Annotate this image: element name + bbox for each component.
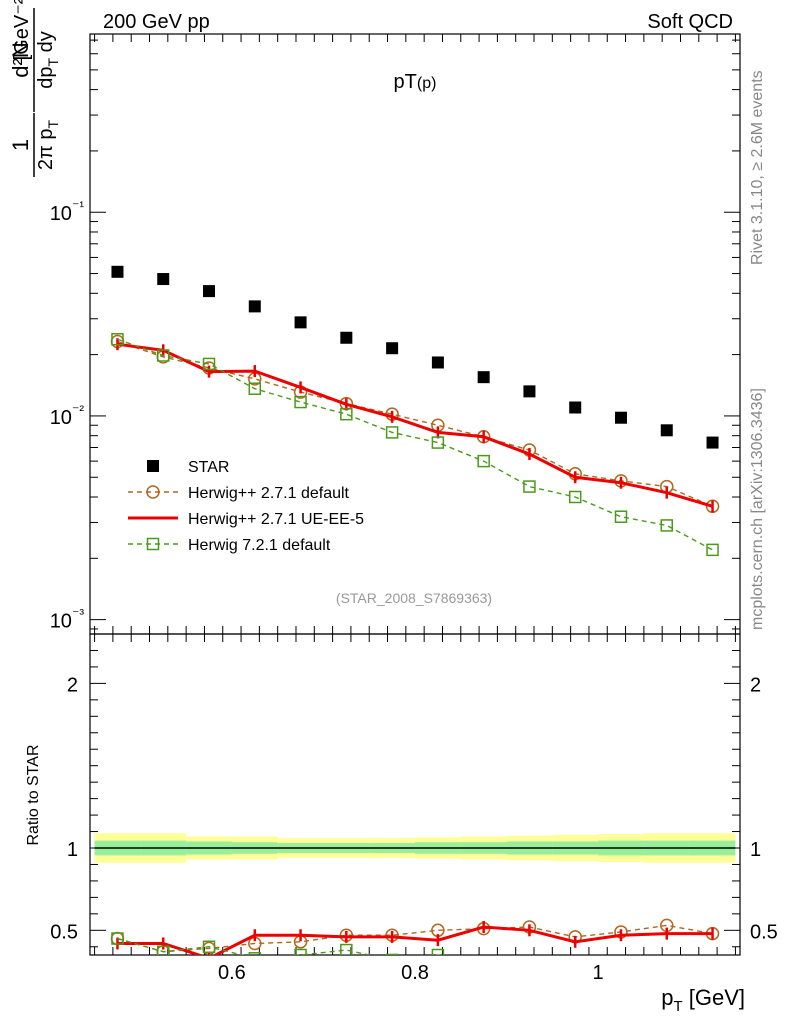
data-point [706, 436, 719, 449]
series-line [117, 338, 713, 551]
legend-item-herwig-2-7-1-default: Herwig++ 2.7.1 default [128, 485, 350, 502]
data-point [385, 426, 399, 439]
series-line [117, 924, 713, 953]
y-tick-label: 10⁻³ [50, 606, 85, 633]
header-right: Soft QCD [647, 11, 733, 33]
y-label-twopi: 2π pT [35, 119, 61, 170]
legend-label: Herwig++ 2.7.1 UE-EE-5 [188, 511, 364, 528]
data-point [157, 273, 170, 286]
ratio-y-tick-label: 0.5 [50, 921, 78, 943]
data-point [340, 331, 353, 344]
data-point [156, 349, 170, 362]
data-point [660, 424, 673, 437]
data-point [431, 436, 445, 449]
data-point [523, 385, 536, 398]
series-herwig-7-2-1-default [111, 332, 719, 557]
data-point [340, 407, 353, 421]
ratio-y-tick-label-right: 1 [750, 839, 761, 861]
data-point [524, 958, 535, 969]
data-point [707, 958, 718, 969]
data-point [615, 958, 626, 969]
legend-item-star: STAR [147, 459, 229, 476]
series-line [117, 925, 713, 955]
data-point [660, 519, 674, 532]
data-point [477, 371, 490, 384]
ratio-y-tick-label-right: 2 [750, 674, 761, 696]
data-point [111, 932, 124, 945]
data-point [568, 490, 582, 504]
series-line [117, 342, 713, 508]
rivet-label: Rivet 3.1.10, ≥ 2.6M events [749, 70, 766, 265]
x-tick-label: 0.8 [401, 962, 429, 984]
y-tick-label: 10⁻¹ [50, 198, 85, 225]
legend-marker [146, 537, 160, 551]
data-point [111, 332, 124, 346]
x-axis-label: pT [GeV] [661, 985, 745, 1015]
x-ticks: 0.6 0.8 1 [94, 34, 736, 984]
data-point [248, 952, 262, 955]
data-point [156, 945, 170, 955]
legend-marker [147, 460, 159, 472]
ratio-y-tick-label-right: 0.5 [750, 921, 778, 943]
data-point [614, 411, 627, 424]
plot-title: pT(p) [394, 71, 437, 93]
data-point [294, 395, 307, 409]
series-herwig-7-2-1-default [111, 932, 718, 969]
y-axis-label-frac: d²N dpT dy [8, 8, 61, 112]
data-point [294, 948, 307, 955]
data-point [706, 543, 719, 557]
series-herwig-2-7-1-ue-ee-5 [116, 921, 714, 955]
ratio-panel: 0.6 0.8 1 0.5 0.5 1 1 2 2 [50, 34, 778, 984]
ratio-y-ticks: 0.5 0.5 1 1 2 2 [50, 649, 778, 948]
legend: STAR Herwig++ 2.7.1 default Herwig++ 2.7.1… [128, 459, 364, 554]
legend-item-herwig-7-2-1-default: Herwig 7.2.1 default [128, 537, 331, 554]
data-point [111, 265, 124, 278]
x-tick-label: 1 [593, 962, 604, 984]
ratio-frame [89, 633, 741, 956]
y-tick-label: 10⁻² [50, 402, 85, 429]
data-point [203, 285, 216, 298]
data-point [202, 357, 216, 371]
data-point [431, 356, 444, 369]
data-point [569, 401, 582, 414]
y-label-unit: [GeV⁻²] [11, 0, 33, 60]
mcplots-label: mcplots.cern.ch [arXiv:1306.3436] [749, 388, 766, 630]
legend-label: Herwig++ 2.7.1 default [188, 485, 350, 502]
y-axis-label: 1 2π pT [8, 113, 61, 177]
y-label-one: 1 [8, 139, 33, 151]
series-line [117, 340, 713, 507]
data-point [248, 300, 261, 313]
data-point [202, 940, 216, 954]
data-point [477, 454, 490, 468]
y-label-den: dpT dy [35, 31, 61, 89]
ratio-y-label: Ratio to STAR [25, 744, 42, 845]
legend-item-herwig-2-7-1-ue-ee-5: Herwig++ 2.7.1 UE-EE-5 [128, 511, 364, 528]
header-left: 200 GeV pp [103, 11, 210, 33]
data-point [478, 958, 489, 969]
data-point [386, 342, 399, 355]
data-point [248, 382, 262, 395]
ratio-y-tick-label: 2 [67, 674, 78, 696]
legend-label: Herwig 7.2.1 default [188, 537, 331, 554]
uncertainty-band [94, 833, 736, 863]
y-label-num: d²N [8, 42, 33, 77]
series-line [117, 937, 442, 955]
x-tick-label: 0.6 [218, 962, 246, 984]
main-y-ticks: 10⁻¹ 10⁻² 10⁻³ [50, 39, 740, 633]
data-point [661, 958, 672, 969]
legend-marker [146, 485, 160, 499]
ratio-y-tick-label: 1 [67, 839, 78, 861]
data-point [340, 943, 353, 955]
main-panel: 10⁻¹ 10⁻² 10⁻³ [50, 33, 741, 635]
data-point [431, 948, 445, 955]
legend-label: STAR [188, 459, 229, 476]
reference-label: (STAR_2008_S7869363) [336, 590, 492, 606]
data-point [523, 480, 536, 493]
data-point [570, 958, 581, 969]
series-star [111, 265, 719, 449]
data-point [614, 510, 628, 523]
data-point [294, 316, 307, 329]
data-point [385, 953, 399, 955]
